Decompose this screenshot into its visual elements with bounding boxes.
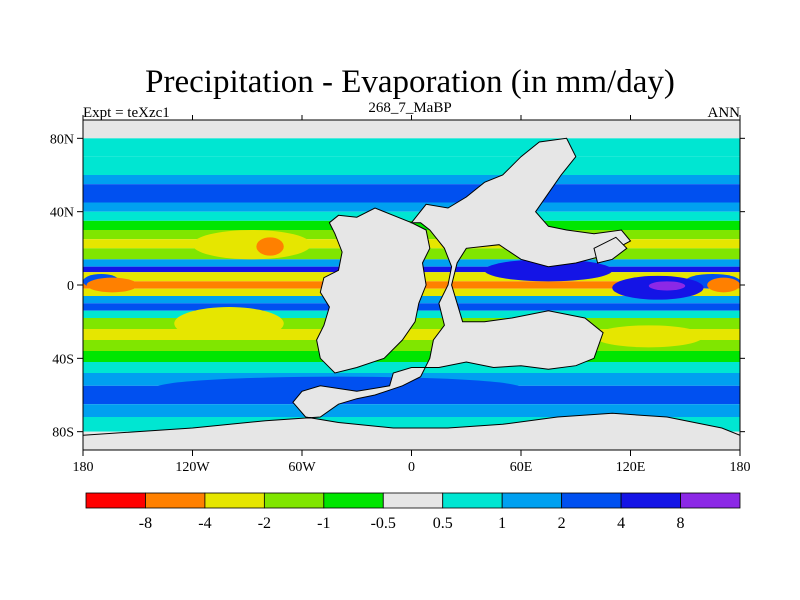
colorbar-label: 8 xyxy=(677,515,685,532)
field-feature-east-subtropic-dry xyxy=(594,325,704,348)
colorbar-label: -4 xyxy=(198,515,211,532)
chart-title: Precipitation - Evaporation (in mm/day) xyxy=(145,64,675,100)
field-feature-north-subtropic-dry-core xyxy=(192,230,312,260)
right-label: ANN xyxy=(708,105,741,121)
field-feature-central-pacific-dry xyxy=(86,277,138,293)
landmass-pangea-east xyxy=(83,137,740,450)
colorbar-box xyxy=(323,492,384,509)
zonal-band xyxy=(83,351,740,362)
colorbar-label: -8 xyxy=(139,515,152,532)
colorbar-box xyxy=(501,492,563,509)
field-feature-central-pacific-dry-east xyxy=(707,277,740,293)
field-feature-north-subtropic-max xyxy=(256,237,284,256)
field-feature-north-storm-track-east xyxy=(484,259,613,282)
colorbar: -8 -4 -2 -1 -0.5 0.5 1 2 4 8 xyxy=(85,492,741,532)
field-feature-south-subtropic-dry-core xyxy=(174,307,284,340)
colorbar-label: 4 xyxy=(617,515,625,532)
colorbar-label: -0.5 xyxy=(371,515,396,532)
left-label: Expt = teXzc1 xyxy=(83,105,170,121)
field-feature-tropical-warm-pool-core xyxy=(648,281,686,291)
x-tick-label: 120E xyxy=(616,460,646,475)
colorbar-box xyxy=(680,492,741,509)
colorbar-label: -2 xyxy=(258,515,271,532)
colorbar-box xyxy=(85,492,146,509)
colorbar-box xyxy=(382,492,444,509)
x-tick-label: 60W xyxy=(288,460,316,475)
y-tick-label: 40N xyxy=(50,206,74,221)
zonal-band xyxy=(83,329,740,340)
axis-ticks: 180 120W 60W 0 60E 120E 180 80N 40N 0 40S 80S xyxy=(50,115,751,475)
colorbar-box xyxy=(561,492,622,509)
zonal-band xyxy=(83,211,740,221)
colorbar-box xyxy=(145,492,206,509)
colorbar-box xyxy=(263,492,325,509)
x-tick-label: 180 xyxy=(730,460,751,475)
x-tick-label: 60E xyxy=(510,460,533,475)
colorbar-box xyxy=(204,492,265,509)
colorbar-label: 0.5 xyxy=(433,515,453,532)
colorbar-box xyxy=(620,492,681,509)
zonal-band xyxy=(83,175,740,185)
zonal-band xyxy=(83,340,740,351)
zonal-band xyxy=(83,404,740,417)
colorbar-label: 2 xyxy=(558,515,566,532)
zonal-band xyxy=(83,138,740,157)
y-tick-label: 80N xyxy=(50,132,74,147)
landmass-cathaysia xyxy=(593,236,628,264)
zonal-band xyxy=(83,120,740,139)
x-tick-label: 180 xyxy=(73,460,94,475)
y-tick-label: 80S xyxy=(52,426,74,441)
colorbar-label: -1 xyxy=(317,515,330,532)
x-tick-label: 0 xyxy=(408,460,415,475)
zonal-band xyxy=(83,156,740,175)
x-tick-label: 120W xyxy=(175,460,210,475)
y-tick-label: 40S xyxy=(52,352,74,367)
colorbar-label: 1 xyxy=(498,515,506,532)
center-label: 268_7_MaBP xyxy=(368,100,451,116)
field-feature-southern-storm-track xyxy=(156,376,521,399)
colorbar-box xyxy=(442,492,503,509)
zonal-band xyxy=(83,202,740,212)
y-tick-label: 0 xyxy=(67,279,74,294)
land-outlines xyxy=(83,137,740,450)
zonal-band xyxy=(83,184,740,203)
